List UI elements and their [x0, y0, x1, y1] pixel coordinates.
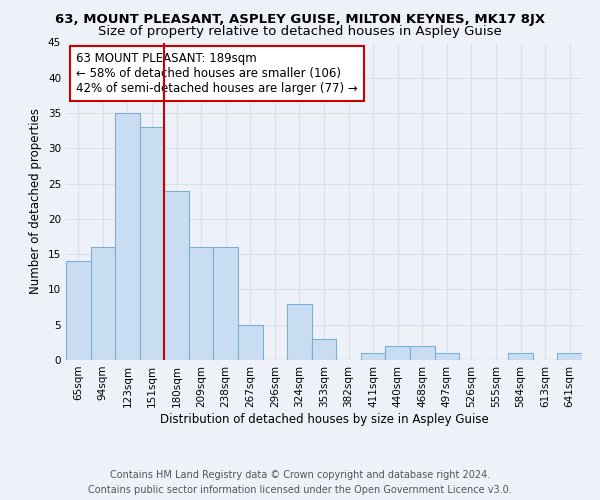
- Bar: [66, 261, 91, 360]
- Text: 63, MOUNT PLEASANT, ASPLEY GUISE, MILTON KEYNES, MK17 8JX: 63, MOUNT PLEASANT, ASPLEY GUISE, MILTON…: [55, 12, 545, 26]
- Y-axis label: Number of detached properties: Number of detached properties: [29, 108, 43, 294]
- Bar: [434, 353, 459, 360]
- Bar: [164, 190, 189, 360]
- Bar: [189, 247, 214, 360]
- Text: Size of property relative to detached houses in Aspley Guise: Size of property relative to detached ho…: [98, 25, 502, 38]
- Bar: [287, 304, 312, 360]
- Bar: [312, 339, 336, 360]
- Bar: [385, 346, 410, 360]
- Bar: [115, 113, 140, 360]
- Bar: [140, 127, 164, 360]
- Bar: [361, 353, 385, 360]
- Bar: [214, 247, 238, 360]
- Text: Contains HM Land Registry data © Crown copyright and database right 2024.
Contai: Contains HM Land Registry data © Crown c…: [88, 470, 512, 495]
- Bar: [410, 346, 434, 360]
- Text: 63 MOUNT PLEASANT: 189sqm
← 58% of detached houses are smaller (106)
42% of semi: 63 MOUNT PLEASANT: 189sqm ← 58% of detac…: [76, 52, 358, 95]
- Bar: [238, 324, 263, 360]
- Bar: [557, 353, 582, 360]
- X-axis label: Distribution of detached houses by size in Aspley Guise: Distribution of detached houses by size …: [160, 412, 488, 426]
- Bar: [91, 247, 115, 360]
- Bar: [508, 353, 533, 360]
